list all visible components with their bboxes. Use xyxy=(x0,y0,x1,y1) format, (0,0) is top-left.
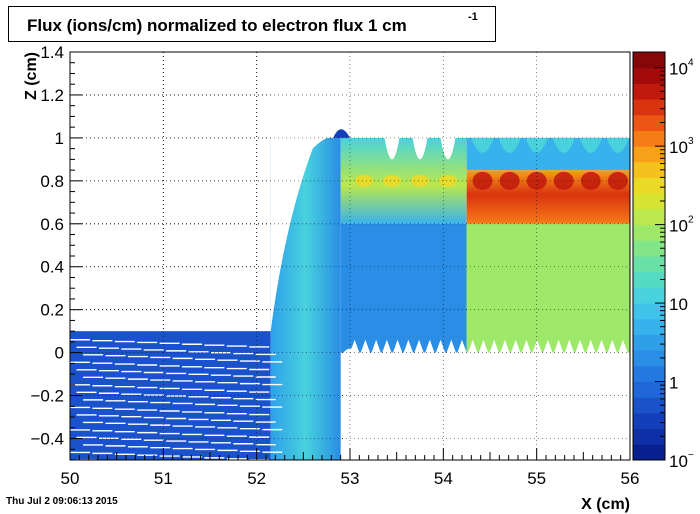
x-axis-title: X (cm) xyxy=(581,496,630,513)
region-hot-right-low xyxy=(466,223,630,353)
colorbar-swatch xyxy=(633,161,665,179)
colorbar xyxy=(632,51,666,461)
colorbar-swatch xyxy=(633,350,665,367)
colorbar-swatch xyxy=(633,256,665,273)
colorbar-swatch xyxy=(633,99,665,116)
colorbar-swatch xyxy=(633,130,665,147)
colorbar-label: 1 xyxy=(669,374,678,393)
x-tick-label: 51 xyxy=(154,469,173,488)
colorbar-label: 10 xyxy=(669,217,688,236)
heatmap-field xyxy=(70,52,630,460)
timestamp: Thu Jul 2 09:06:13 2015 xyxy=(6,496,118,507)
x-tick-labels: 50 51 52 53 54 55 56 xyxy=(61,469,640,488)
y-tick-label: 0.2 xyxy=(40,301,64,320)
colorbar-label-exponent: 3 xyxy=(688,136,694,147)
colorbar-swatch xyxy=(633,444,665,461)
wall-cap xyxy=(333,129,350,138)
empty-region-top xyxy=(270,52,630,332)
x-tick-label: 54 xyxy=(434,469,453,488)
y-tick-label: 1.4 xyxy=(40,43,64,62)
colorbar-swatch xyxy=(633,381,665,398)
colorbar-swatch xyxy=(633,240,665,257)
colorbar-label: 10 xyxy=(669,60,688,79)
y-tick-label: 0 xyxy=(55,344,64,363)
colorbar-swatch xyxy=(633,114,665,131)
colorbar-swatch xyxy=(633,224,665,241)
region-hot-right-top xyxy=(466,137,630,171)
colorbar-swatch xyxy=(633,397,665,414)
colorbar-label-exponent: 2 xyxy=(688,215,694,226)
chart-title-exponent: -1 xyxy=(468,11,478,23)
region-hot-right-band xyxy=(466,170,630,224)
colorbar-swatch xyxy=(633,67,665,84)
colorbar-swatch xyxy=(633,208,665,226)
colorbar-swatch xyxy=(633,428,665,445)
colorbar-swatch xyxy=(633,83,665,100)
y-tick-label: 1.2 xyxy=(40,86,64,105)
colorbar-swatch xyxy=(633,365,665,383)
colorbar-label: 10 xyxy=(669,295,688,314)
x-tick-label: 50 xyxy=(61,469,80,488)
colorbar-label-exponent: 4 xyxy=(688,58,694,69)
y-tick-label: 1 xyxy=(55,129,64,148)
region-mesh-middle-low xyxy=(340,223,467,353)
colorbar-swatch xyxy=(633,271,665,288)
chart-title: Flux (ions/cm) normalized to electron fl… xyxy=(27,16,407,35)
colorbar-swatch xyxy=(633,303,665,320)
y-tick-labels: −0.4 −0.2 0 0.2 0.4 0.6 0.8 1 1.2 1.4 xyxy=(30,43,64,449)
colorbar-swatch xyxy=(633,52,665,69)
y-axis-title: Z (cm) xyxy=(23,52,40,100)
y-tick-label: −0.4 xyxy=(30,430,64,449)
colorbar-label: 10 xyxy=(669,452,688,471)
colorbar-swatch xyxy=(633,334,665,351)
x-tick-label: 52 xyxy=(247,469,266,488)
title-box: Flux (ions/cm) normalized to electron fl… xyxy=(8,6,496,42)
y-tick-label: 0.4 xyxy=(40,258,64,277)
empty-region xyxy=(343,348,630,460)
colorbar-swatch xyxy=(633,287,665,304)
colorbar-swatch xyxy=(633,318,665,335)
x-tick-label: 53 xyxy=(341,469,360,488)
colorbar-swatch xyxy=(633,177,665,194)
colorbar-swatch xyxy=(633,412,665,430)
colorbar-label-exponent: − xyxy=(688,450,694,461)
x-tick-label: 55 xyxy=(527,469,546,488)
y-tick-label: −0.2 xyxy=(30,387,64,406)
y-tick-label: 0.6 xyxy=(40,215,64,234)
colorbar-swatch xyxy=(633,193,665,210)
axis-ticks xyxy=(69,51,631,461)
y-tick-label: 0.8 xyxy=(40,172,64,191)
colorbar-swatch xyxy=(633,146,665,163)
colorbar-label: 10 xyxy=(669,138,688,157)
x-tick-label: 56 xyxy=(621,469,640,488)
